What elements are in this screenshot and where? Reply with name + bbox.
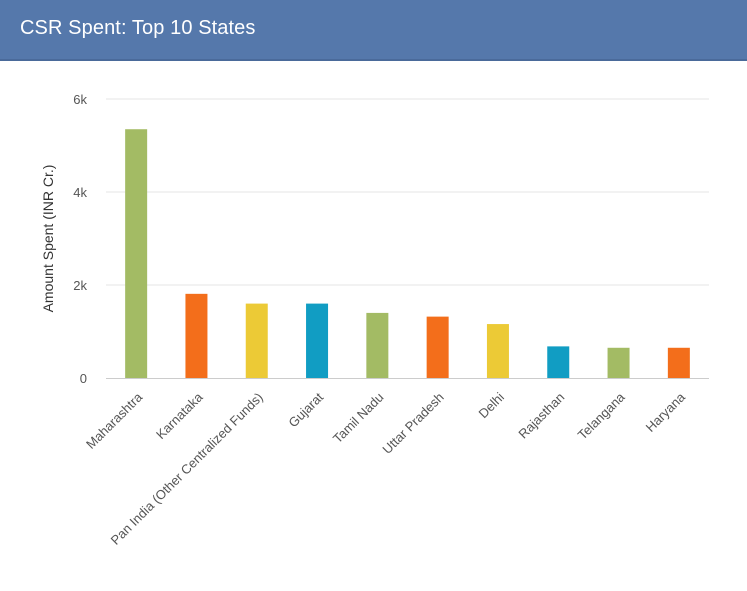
y-axis-label: Amount Spent (INR Cr.) [40, 165, 56, 313]
bar-chart: 0 2k 4k 6k Amount Spent (INR Cr.) Maharashtra… [40, 92, 709, 548]
bar [306, 303, 329, 378]
bar [366, 312, 389, 378]
x-tick-label: Karnataka [153, 389, 206, 442]
bar [426, 316, 449, 378]
bar [125, 129, 148, 378]
bar [607, 347, 630, 378]
x-tick-label: Telangana [575, 389, 629, 443]
x-tick-label: Delhi [476, 389, 508, 421]
y-tick-label: 2k [73, 278, 87, 293]
card-header: CSR Spent: Top 10 States [0, 0, 747, 61]
x-tick-label: Tamil Nadu [330, 390, 387, 447]
x-tick-label: Uttar Pradesh [379, 390, 446, 457]
y-tick-label: 0 [80, 371, 87, 386]
y-tick-label: 4k [73, 185, 87, 200]
x-tick-label: Gujarat [285, 389, 326, 430]
x-tick-label: Maharashtra [83, 389, 146, 452]
bar [486, 324, 509, 378]
x-tick-label: Rajasthan [515, 390, 567, 442]
bar [667, 347, 690, 378]
x-tick-label: Haryana [643, 389, 689, 435]
chart-area: 0 2k 4k 6k Amount Spent (INR Cr.) Maharashtra… [0, 61, 747, 586]
chart-title: CSR Spent: Top 10 States [20, 17, 256, 39]
bar [245, 303, 268, 378]
bar [547, 346, 570, 378]
y-tick-label: 6k [73, 92, 87, 107]
bar [185, 293, 208, 378]
